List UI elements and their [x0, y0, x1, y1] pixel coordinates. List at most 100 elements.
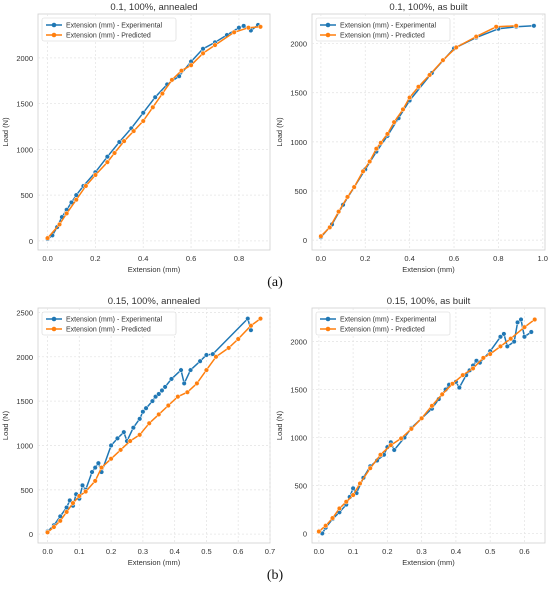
legend-box: [315, 17, 451, 42]
data-point-experimental: [511, 339, 517, 345]
data-point-predicted: [213, 354, 219, 360]
y-tick-label: 1500: [16, 100, 33, 109]
data-point-predicted: [377, 452, 384, 458]
y-tick-label: 2000: [16, 353, 33, 362]
data-point-experimental: [518, 316, 524, 323]
x-tick-label: 0.7: [265, 547, 275, 556]
data-point-experimental: [156, 391, 162, 397]
data-point-predicted: [497, 343, 504, 349]
data-point-predicted: [83, 183, 89, 189]
data-point-predicted: [367, 465, 373, 471]
data-point-predicted: [257, 316, 264, 322]
data-point-experimental: [89, 469, 95, 475]
y-tick-label: 2000: [16, 54, 33, 63]
x-tick-label: 0.3: [138, 547, 148, 556]
data-point-predicted: [360, 168, 366, 174]
data-point-predicted: [131, 128, 137, 134]
legend-marker-experimental: [325, 316, 331, 322]
x-tick-label: 0.5: [485, 547, 495, 556]
data-point-predicted: [398, 435, 404, 441]
data-point-predicted: [408, 426, 414, 432]
y-axis-label: Load (N): [275, 410, 284, 440]
data-point-experimental: [168, 376, 175, 382]
data-point-predicted: [493, 24, 499, 30]
data-point-predicted: [99, 465, 105, 471]
y-tick-label: 2000: [290, 338, 307, 347]
data-point-experimental: [149, 398, 155, 404]
data-point-predicted: [440, 57, 446, 63]
data-point-predicted: [480, 355, 486, 361]
y-tick-label: 500: [20, 486, 33, 495]
data-point-experimental: [152, 94, 158, 100]
data-point-predicted: [513, 23, 519, 29]
legend-marker-predicted: [325, 32, 331, 38]
data-point-predicted: [357, 480, 363, 487]
x-tick-label: 0.6: [519, 547, 529, 556]
x-axis-label: Extension (mm): [128, 265, 181, 274]
x-tick-label: 0.8: [234, 254, 244, 263]
data-point-predicted: [330, 515, 336, 521]
x-tick-label: 0.5: [201, 547, 211, 556]
y-tick-label: 500: [20, 191, 33, 200]
data-point-predicted: [487, 351, 493, 357]
data-point-predicted: [316, 528, 322, 535]
data-point-predicted: [245, 25, 252, 31]
data-point-predicted: [350, 492, 356, 498]
x-axis-label: Extension (mm): [402, 265, 455, 274]
y-axis-label: Load (N): [1, 410, 10, 440]
data-point-predicted: [419, 415, 425, 421]
x-tick-label: 0.4: [404, 254, 414, 263]
x-tick-label: 0.6: [449, 254, 459, 263]
x-tick-label: 0.2: [382, 547, 392, 556]
legend-marker-predicted: [51, 32, 57, 38]
data-point-predicted: [470, 365, 476, 371]
data-point-experimental: [521, 334, 527, 340]
data-point-experimental: [79, 482, 86, 488]
y-tick-label: 500: [294, 481, 307, 490]
legend-label-predicted: Extension (mm) - Predicted: [340, 327, 425, 334]
data-point-predicted: [367, 158, 373, 165]
caption-a: (a): [267, 275, 283, 290]
data-point-experimental: [95, 460, 101, 466]
data-point-predicted: [175, 394, 181, 400]
data-point-experimental: [501, 331, 507, 337]
plot-area: [311, 307, 546, 544]
y-tick-label: 0: [303, 236, 307, 245]
y-axis-label: Load (N): [1, 117, 10, 147]
data-point-experimental: [104, 154, 110, 160]
data-point-experimental: [159, 387, 165, 394]
data-point-experimental: [140, 409, 146, 415]
legend-label-experimental: Extension (mm) - Experimental: [66, 23, 163, 30]
data-point-predicted: [427, 72, 433, 78]
data-point-predicted: [473, 34, 479, 40]
data-point-experimental: [114, 435, 121, 441]
data-point-predicted: [57, 518, 63, 524]
x-tick-label: 0.0: [314, 547, 324, 556]
data-point-predicted: [336, 505, 342, 512]
x-tick-label: 0.6: [233, 547, 243, 556]
x-tick-label: 0.2: [360, 254, 370, 263]
x-tick-label: 0.3: [416, 547, 426, 556]
legend-box: [41, 17, 177, 42]
x-tick-label: 1.0: [538, 254, 548, 263]
data-point-predicted: [159, 91, 165, 97]
y-tick-label: 500: [294, 187, 307, 196]
data-point-experimental: [140, 110, 146, 116]
x-tick-label: 0.6: [186, 254, 196, 263]
data-point-predicted: [415, 84, 422, 90]
legend-label-predicted: Extension (mm) - Predicted: [66, 327, 151, 334]
data-point-experimental: [515, 319, 521, 325]
data-point-predicted: [327, 224, 333, 230]
x-tick-label: 0.8: [493, 254, 503, 263]
x-tick-label: 0.1: [348, 547, 358, 556]
data-point-experimental: [497, 334, 504, 340]
data-point-predicted: [92, 478, 98, 484]
chart-title: 0.15, 100%, as built: [387, 296, 471, 307]
data-point-predicted: [73, 197, 79, 203]
y-tick-label: 1000: [290, 138, 307, 147]
data-point-predicted: [104, 159, 110, 165]
legend-label-predicted: Extension (mm) - Predicted: [340, 33, 425, 40]
data-point-predicted: [108, 456, 114, 462]
data-point-predicted: [51, 524, 57, 530]
caption-b: (b): [266, 568, 284, 583]
